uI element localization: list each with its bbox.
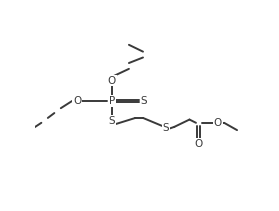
Text: P: P bbox=[109, 96, 115, 106]
Text: O: O bbox=[194, 139, 202, 149]
Text: S: S bbox=[108, 116, 115, 126]
Text: S: S bbox=[141, 96, 147, 106]
Text: S: S bbox=[162, 123, 169, 134]
Text: O: O bbox=[73, 96, 81, 106]
Text: O: O bbox=[107, 76, 116, 85]
Text: O: O bbox=[213, 118, 222, 128]
